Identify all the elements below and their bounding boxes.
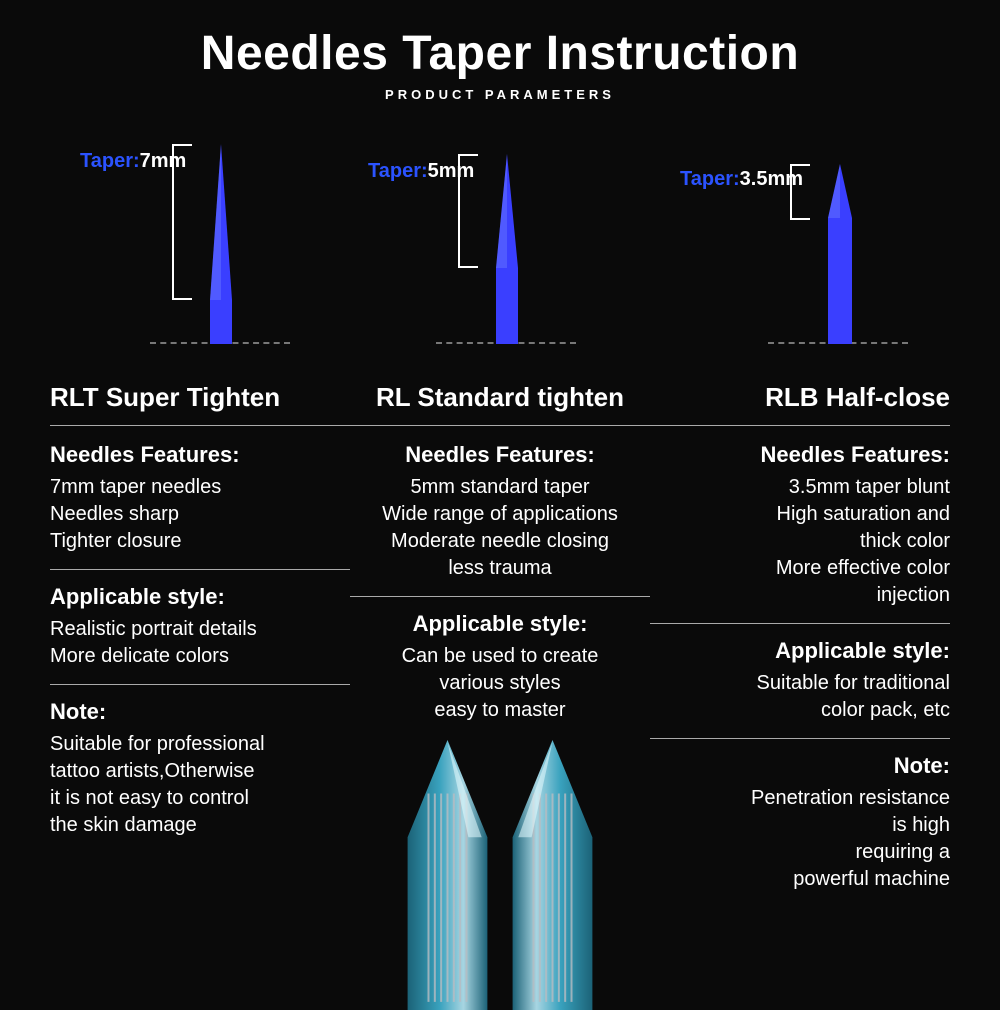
- cartridge-icon: [505, 740, 600, 1010]
- note-line: Penetration resistance: [650, 785, 950, 812]
- divider: [350, 596, 650, 597]
- feature-line: thick color: [650, 528, 950, 555]
- style-line: Suitable for traditional: [650, 670, 950, 697]
- column-title: RLB Half-close: [650, 382, 950, 426]
- features-heading: Needles Features:: [650, 442, 950, 468]
- note-line: tattoo artists,Otherwise: [50, 758, 350, 785]
- style-line: Realistic portrait details: [50, 616, 350, 643]
- feature-line: 5mm standard taper: [350, 474, 650, 501]
- page-subtitle: PRODUCT PARAMETERS: [40, 87, 960, 102]
- style-line: More delicate colors: [50, 643, 350, 670]
- column-title: RLT Super Tighten: [50, 382, 350, 426]
- note-heading: Note:: [50, 699, 350, 725]
- feature-line: 3.5mm taper blunt: [650, 474, 950, 501]
- style-line: various styles: [350, 670, 650, 697]
- style-line: easy to master: [350, 697, 650, 724]
- feature-line: High saturation and: [650, 501, 950, 528]
- feature-line: Wide range of applications: [350, 501, 650, 528]
- taper-label: Taper:3.5mm: [680, 168, 803, 191]
- needle-icon: [210, 144, 232, 344]
- measure-bracket: [790, 164, 792, 220]
- style-heading: Applicable style:: [650, 638, 950, 664]
- feature-line: less trauma: [350, 555, 650, 582]
- divider: [50, 569, 350, 570]
- feature-line: Needles sharp: [50, 501, 350, 528]
- cartridge-icon: [400, 740, 495, 1010]
- divider: [650, 623, 950, 624]
- style-heading: Applicable style:: [50, 584, 350, 610]
- note-heading: Note:: [650, 753, 950, 779]
- note-line: is high: [650, 812, 950, 839]
- features-heading: Needles Features:: [350, 442, 650, 468]
- needle-diagram-row: Taper:7mm Taper:5mm Taper:3.5mm: [40, 124, 960, 354]
- column-title: RL Standard tighten: [350, 382, 650, 426]
- style-heading: Applicable style:: [350, 611, 650, 637]
- note-line: requiring a: [650, 839, 950, 866]
- page-title: Needles Taper Instruction: [40, 26, 960, 81]
- taper-label: Taper:7mm: [80, 150, 186, 173]
- column-1: RLT Super Tighten Needles Features: 7mm ta…: [50, 382, 350, 893]
- feature-line: injection: [650, 582, 950, 609]
- feature-line: Moderate needle closing: [350, 528, 650, 555]
- needle-diagram-1: Taper:7mm: [50, 124, 350, 354]
- note-line: it is not easy to control: [50, 785, 350, 812]
- style-line: Can be used to create: [350, 643, 650, 670]
- needle-diagram-2: Taper:5mm: [350, 124, 650, 354]
- note-line: powerful machine: [650, 866, 950, 893]
- feature-line: Tighter closure: [50, 528, 350, 555]
- column-3: RLB Half-close Needles Features: 3.5mm tap…: [650, 382, 950, 893]
- needle-diagram-3: Taper:3.5mm: [650, 124, 950, 354]
- divider: [50, 684, 350, 685]
- divider: [650, 738, 950, 739]
- feature-line: 7mm taper needles: [50, 474, 350, 501]
- feature-line: More effective color: [650, 555, 950, 582]
- cartridge-photo: [400, 740, 600, 1010]
- measure-bracket: [458, 154, 460, 268]
- note-line: the skin damage: [50, 812, 350, 839]
- style-line: color pack, etc: [650, 697, 950, 724]
- needle-icon: [828, 164, 852, 344]
- measure-bracket: [172, 144, 174, 300]
- needle-icon: [496, 154, 518, 344]
- note-line: Suitable for professional: [50, 731, 350, 758]
- features-heading: Needles Features:: [50, 442, 350, 468]
